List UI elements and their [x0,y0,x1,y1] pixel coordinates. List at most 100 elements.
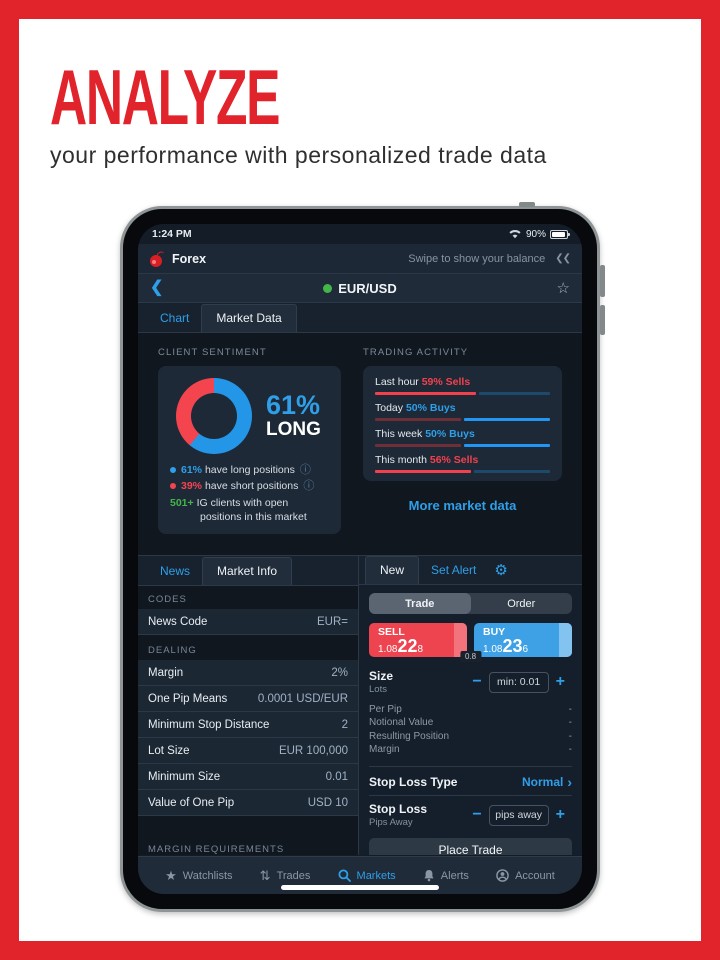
person-icon [496,869,509,882]
news-marketinfo-tabs: News Market Info [138,556,358,586]
trade-order-segmented: Trade Order [369,593,572,614]
detail-label: Resulting Position [369,730,450,742]
detail-value: - [568,744,572,756]
activity-bar [375,444,550,447]
buy-price-big: 23 [502,636,523,656]
long-text: have long positions [204,464,295,476]
detail-label: Margin [369,744,400,756]
stop-loss-stepper-row: Stop Loss Pips Away − + [369,794,572,828]
tablet-device-frame: 1:24 PM 90% Forex Swipe to show your bal… [120,202,605,912]
buy-button[interactable]: BUY 1.08236 [474,623,572,657]
tab-watchlists[interactable]: ★ Watchlists [165,869,232,882]
buy-tick-strip [559,623,572,657]
buy-price-prefix: 1.08 [483,644,503,655]
hero-section: ANALYZE your performance with personaliz… [50,58,547,169]
detail-value: - [568,717,572,729]
instrument-title: EUR/USD [338,280,397,296]
row-label: News Code [148,615,208,628]
sell-price-small: 8 [417,644,424,655]
stop-loss-label: Stop Loss [369,801,428,816]
tab-market-info[interactable]: Market Info [202,557,293,585]
table-row: Value of One Pip USD 10 [138,790,358,816]
row-label: One Pip Means [148,692,228,705]
stop-loss-decrement-button[interactable]: − [472,806,482,824]
more-market-data-link[interactable]: More market data [408,498,517,513]
tab-set-alert[interactable]: Set Alert [431,563,477,577]
home-indicator[interactable] [281,885,439,890]
detail-value: - [568,703,572,715]
ticket-tabs: New Set Alert ⚙ [359,556,582,585]
table-row: One Pip Means 0.0001 USD/EUR [138,686,358,712]
table-row: Margin 2% [138,660,358,686]
tab-markets[interactable]: Markets [338,869,396,882]
activity-row: Last hour 59% Sells [375,376,550,395]
activity-value: 59% Sells [421,376,471,388]
size-decrement-button[interactable]: − [472,673,482,691]
size-input[interactable] [488,671,549,693]
clock: 1:24 PM [152,228,192,240]
position-detail-rows: Per Pip - Notional Value - Resulting Posit… [369,703,572,757]
activity-period: This month [375,454,427,466]
battery-percent: 90% [525,228,546,240]
tab-label: Watchlists [182,869,233,882]
tab-news[interactable]: News [160,564,191,578]
market-info-pane: News Market Info CODES News Code EUR= DE… [138,556,359,855]
long-dot [170,467,176,473]
row-value: USD 10 [307,796,348,809]
activity-value: 56% Sells [429,454,479,466]
detail-value: - [568,730,572,742]
stop-loss-type-value: Normal [521,774,564,789]
stop-loss-type-label: Stop Loss Type [369,774,458,789]
market-category-label: Forex [172,251,207,266]
place-trade-button[interactable]: Place Trade [369,837,572,855]
gear-icon[interactable]: ⚙ [494,562,508,579]
volume-down-button [600,305,605,335]
client-sentiment-header: CLIENT SENTIMENT [158,347,267,358]
segment-order[interactable]: Order [507,597,536,610]
buy-label: BUY [483,626,506,638]
battery-icon [550,229,570,239]
tab-new[interactable]: New [365,556,420,584]
info-icon[interactable]: ⓘ [299,463,311,476]
table-row: Lot Size EUR 100,000 [138,738,358,764]
info-icon[interactable]: ⓘ [303,479,315,492]
table-row: Minimum Stop Distance 2 [138,712,358,738]
sentiment-direction: LONG [266,419,321,441]
sell-button[interactable]: SELL 1.08228 [369,623,467,657]
segment-trade[interactable]: Trade [369,593,471,614]
chevron-right-icon: › [567,773,572,790]
sell-buy-row: SELL 1.08228 BUY 1.08236 0.8 [369,623,572,662]
size-increment-button[interactable]: + [555,673,565,691]
row-label: Lot Size [148,744,190,757]
activity-row: This week 50% Buys [375,428,550,447]
activity-bar [375,470,550,473]
tab-trades[interactable]: ⇅ Trades [260,869,311,882]
tab-account[interactable]: Account [496,869,555,882]
wifi-icon [509,229,521,239]
table-row: News Code EUR= [138,609,358,635]
instrument-nav-bar: ❮ EUR/USD ☆ [138,274,582,303]
back-button[interactable]: ❮ [150,279,164,296]
arrows-up-down-icon: ⇅ [259,868,271,883]
short-dot [170,483,176,489]
cherry-market-icon [150,249,164,267]
stop-loss-input[interactable] [488,804,549,826]
row-label: Minimum Size [148,770,221,783]
tab-label: Trades [276,869,311,882]
search-icon [338,869,351,882]
size-sublabel: Lots [369,683,387,695]
app-header: Forex Swipe to show your balance ❮❮ [138,244,582,274]
collapse-balance-icon[interactable]: ❮❮ [555,253,571,264]
long-value: 61% [181,464,203,476]
row-label: Minimum Stop Distance [148,718,270,731]
tab-chart[interactable]: Chart [160,311,190,325]
stop-loss-increment-button[interactable]: + [555,806,565,824]
tab-market-data[interactable]: Market Data [201,304,297,332]
favorite-star-icon[interactable]: ☆ [556,279,570,297]
chart-marketdata-tabs: Chart Market Data [138,303,582,333]
stop-loss-type-row[interactable]: Stop Loss Type Normal › [369,765,572,790]
activity-bar [375,392,550,395]
row-value: EUR= [317,615,348,628]
tab-alerts[interactable]: Alerts [423,869,469,882]
volume-up-button [600,265,605,297]
